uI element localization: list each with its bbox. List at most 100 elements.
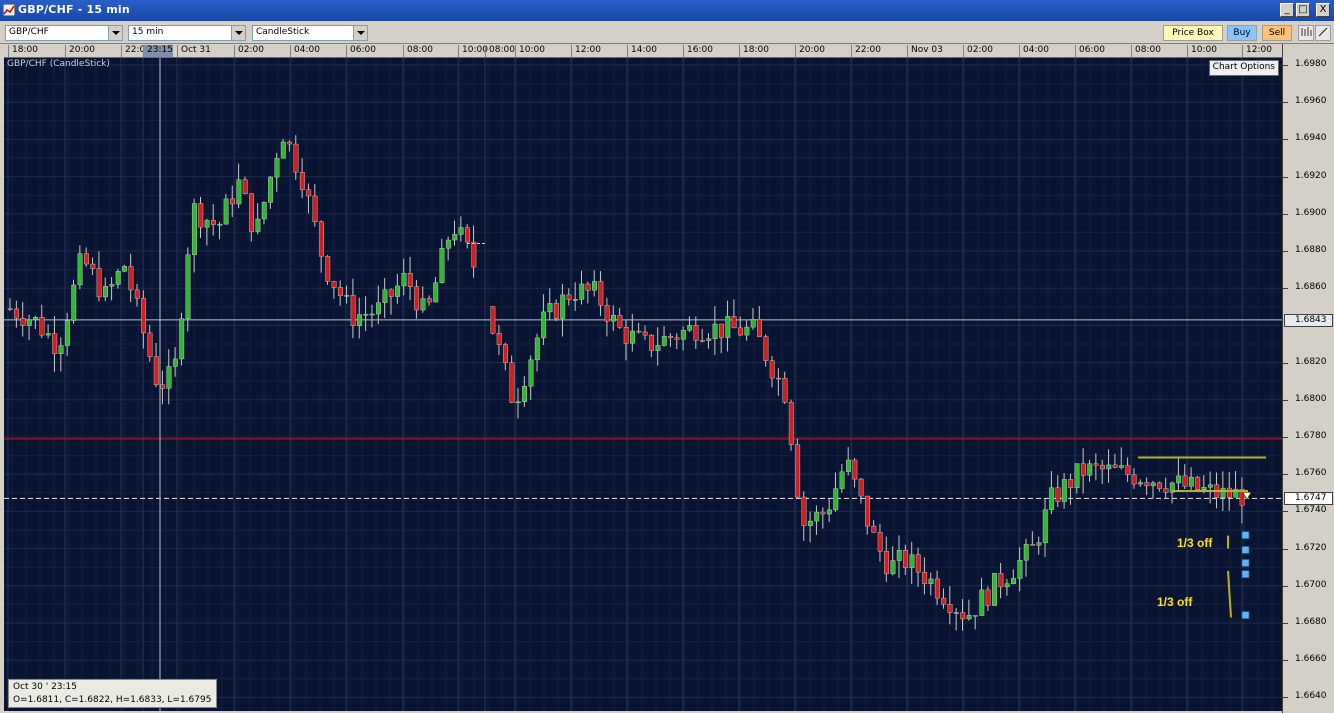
close-button[interactable]: X — [1316, 3, 1330, 17]
candle-body — [744, 326, 750, 336]
time-tick-label: 02:00 — [963, 45, 993, 57]
price-tick — [1283, 213, 1288, 215]
buy-button[interactable]: Buy — [1227, 25, 1257, 41]
sell-button[interactable]: Sell — [1262, 25, 1292, 41]
candle-body — [331, 281, 337, 288]
candle-body — [344, 295, 350, 297]
candle-body — [680, 330, 686, 340]
candle-body — [1068, 479, 1074, 488]
candle-body — [490, 306, 496, 334]
candle-body — [706, 338, 712, 341]
price-tick-label: 1.6740 — [1295, 505, 1327, 516]
candle-body — [1049, 487, 1055, 510]
candle-body — [1144, 482, 1150, 487]
order-marker — [1241, 531, 1250, 539]
candle-body — [318, 221, 324, 257]
candle-body — [922, 571, 928, 584]
time-tick-label: 08:00 — [1131, 45, 1161, 57]
candle-body — [445, 239, 451, 249]
symbol-select[interactable]: GBP/CHF — [5, 25, 123, 41]
candle-body — [763, 336, 769, 361]
candle-body — [1125, 465, 1131, 476]
candle-body — [782, 378, 788, 403]
interval-select[interactable]: 15 min — [128, 25, 246, 41]
candle-body — [204, 220, 210, 228]
candle-body — [649, 334, 655, 351]
candle-body — [579, 283, 585, 300]
candle-body — [566, 294, 572, 300]
chevron-down-icon[interactable] — [231, 26, 245, 40]
chart-area[interactable]: GBP/CHF (CandleStick) Chart Options 1/3 … — [4, 58, 1282, 711]
time-tick-label: 18:00 — [739, 45, 769, 57]
candle-body — [1188, 476, 1194, 487]
price-box-button[interactable]: Price Box — [1163, 25, 1223, 41]
chart-title: GBP/CHF (CandleStick) — [7, 59, 110, 69]
candlestick-chart[interactable] — [4, 58, 1282, 711]
candle-body — [1099, 464, 1105, 470]
order-marker — [1241, 611, 1250, 619]
chart-style-select[interactable]: CandleStick — [252, 25, 368, 41]
candle-body — [725, 316, 731, 338]
time-tick-label: 22:0 — [121, 45, 145, 57]
candle-body — [26, 319, 32, 326]
candle-body — [433, 282, 439, 303]
chevron-down-icon[interactable] — [108, 26, 122, 40]
candle-body — [465, 227, 470, 243]
candle-body — [941, 597, 947, 605]
candle-body — [64, 320, 70, 346]
order-marker — [1241, 546, 1250, 554]
candle-body — [719, 323, 724, 338]
candle-body — [1220, 487, 1226, 498]
candle-body — [153, 356, 159, 386]
time-tick-label: 12:00 — [1242, 45, 1272, 57]
chart-options-button[interactable]: Chart Options — [1208, 60, 1279, 76]
price-tick-label: 1.6880 — [1295, 245, 1327, 255]
price-tick — [1283, 585, 1288, 587]
bar-tool-icon[interactable] — [1298, 25, 1314, 41]
candle-body — [1061, 479, 1067, 502]
price-tick-label: 1.6820 — [1295, 356, 1327, 367]
candle-body — [979, 589, 985, 616]
candle-body — [122, 266, 128, 272]
candle-body — [83, 253, 89, 265]
chevron-down-icon[interactable] — [353, 26, 367, 40]
candle-body — [191, 203, 197, 255]
candle-body — [242, 179, 248, 194]
price-tick — [1283, 399, 1288, 401]
candle-body — [198, 203, 204, 228]
candle-body — [280, 141, 286, 159]
time-tick-label: 20:00 — [65, 45, 95, 57]
symbol-value: GBP/CHF — [9, 27, 49, 37]
candle-body — [833, 488, 839, 511]
candle-body — [903, 550, 909, 568]
candle-body — [528, 359, 534, 387]
window-title: GBP/CHF - 15 min — [18, 3, 130, 16]
candle-body — [865, 495, 870, 527]
candle-body — [858, 478, 864, 497]
candle-body — [636, 330, 642, 333]
candle-body — [801, 496, 807, 526]
draw-line-icon[interactable] — [1315, 25, 1331, 41]
price-tick-label: 1.6960 — [1295, 96, 1327, 107]
price-tick-label: 1.6720 — [1295, 542, 1327, 553]
candle-body — [1176, 475, 1182, 484]
candle-body — [1195, 476, 1201, 490]
candle-body — [147, 332, 153, 357]
candle-body — [1207, 484, 1213, 488]
candle-body — [953, 612, 959, 614]
candle-body — [973, 615, 978, 617]
candle-body — [572, 299, 578, 301]
maximize-button[interactable]: □ — [1296, 3, 1310, 17]
candle-body — [1119, 465, 1124, 468]
candle-body — [306, 189, 312, 197]
candle-body — [928, 578, 934, 584]
price-tick — [1283, 176, 1288, 178]
candle-body — [325, 256, 331, 282]
candle-body — [1182, 475, 1188, 487]
minimize-button[interactable]: _ — [1280, 3, 1294, 17]
candle-body — [312, 195, 318, 223]
candle-body — [20, 318, 26, 326]
candle-body — [58, 345, 64, 354]
toolbar: GBP/CHF 15 min CandleStick Price Box Buy… — [0, 21, 1334, 44]
annotation-marker — [1227, 570, 1232, 618]
